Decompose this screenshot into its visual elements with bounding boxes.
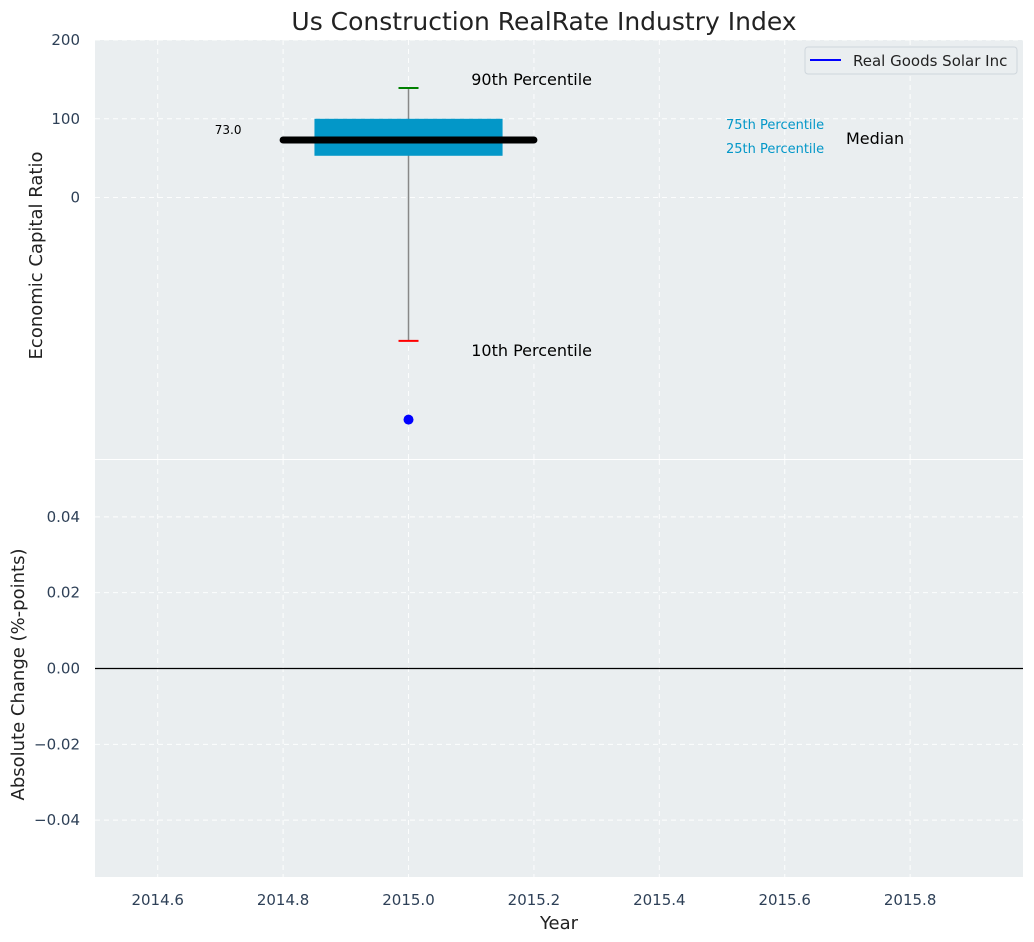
- x-tick-label: 2015.2: [508, 891, 561, 909]
- x-tick-label: 2015.4: [633, 891, 686, 909]
- x-axis-label: Year: [539, 913, 579, 934]
- bottom-y-tick-label: −0.02: [34, 735, 80, 753]
- top-panel: 200 100 0 73.0 90th Percentile 10th Percenti…: [26, 31, 1023, 459]
- bottom-panel-y-ticks: 0.04 0.02 0.00 −0.02 −0.04: [34, 508, 80, 829]
- x-tick-label: 2014.6: [131, 891, 184, 909]
- x-axis-ticks: 2014.6 2014.8 2015.0 2015.2 2015.4 2015.6 2015…: [131, 891, 936, 909]
- top-y-axis-label: Economic Capital Ratio: [26, 152, 47, 360]
- bottom-y-tick-label: 0.00: [47, 660, 80, 678]
- bottom-panel: 0.04 0.02 0.00 −0.02 −0.04 Absolute Change (…: [8, 460, 1023, 877]
- chart-title: Us Construction RealRate Industry Index: [291, 7, 796, 36]
- p75-annotation: 75th Percentile: [726, 118, 824, 133]
- legend: Real Goods Solar Inc: [804, 46, 1018, 75]
- p90-annotation: 90th Percentile: [471, 70, 592, 89]
- bottom-y-axis-label: Absolute Change (%-points): [8, 549, 29, 801]
- bottom-y-tick-label: 0.02: [47, 584, 80, 602]
- p25-annotation: 25th Percentile: [726, 142, 824, 157]
- top-panel-marks: 73.0 90th Percentile 10th Percentile 75th P…: [215, 70, 904, 425]
- median-value-label: 73.0: [215, 123, 242, 137]
- legend-entry-label: Real Goods Solar Inc: [853, 52, 1007, 70]
- p10-annotation: 10th Percentile: [471, 341, 592, 360]
- top-panel-background: [95, 40, 1023, 459]
- legend-box: [804, 46, 1018, 75]
- top-panel-y-ticks: 200 100 0: [51, 31, 80, 207]
- bottom-y-tick-label: −0.04: [34, 811, 80, 829]
- top-y-tick-label: 200: [51, 31, 80, 49]
- x-tick-label: 2015.8: [884, 891, 937, 909]
- x-tick-label: 2015.0: [382, 891, 435, 909]
- median-annotation: Median: [846, 129, 904, 148]
- top-y-tick-label: 0: [70, 189, 80, 207]
- x-tick-label: 2015.6: [758, 891, 811, 909]
- top-y-tick-label: 100: [51, 110, 80, 128]
- data-point: [403, 414, 414, 425]
- x-tick-label: 2014.8: [257, 891, 310, 909]
- bottom-y-tick-label: 0.04: [47, 508, 80, 526]
